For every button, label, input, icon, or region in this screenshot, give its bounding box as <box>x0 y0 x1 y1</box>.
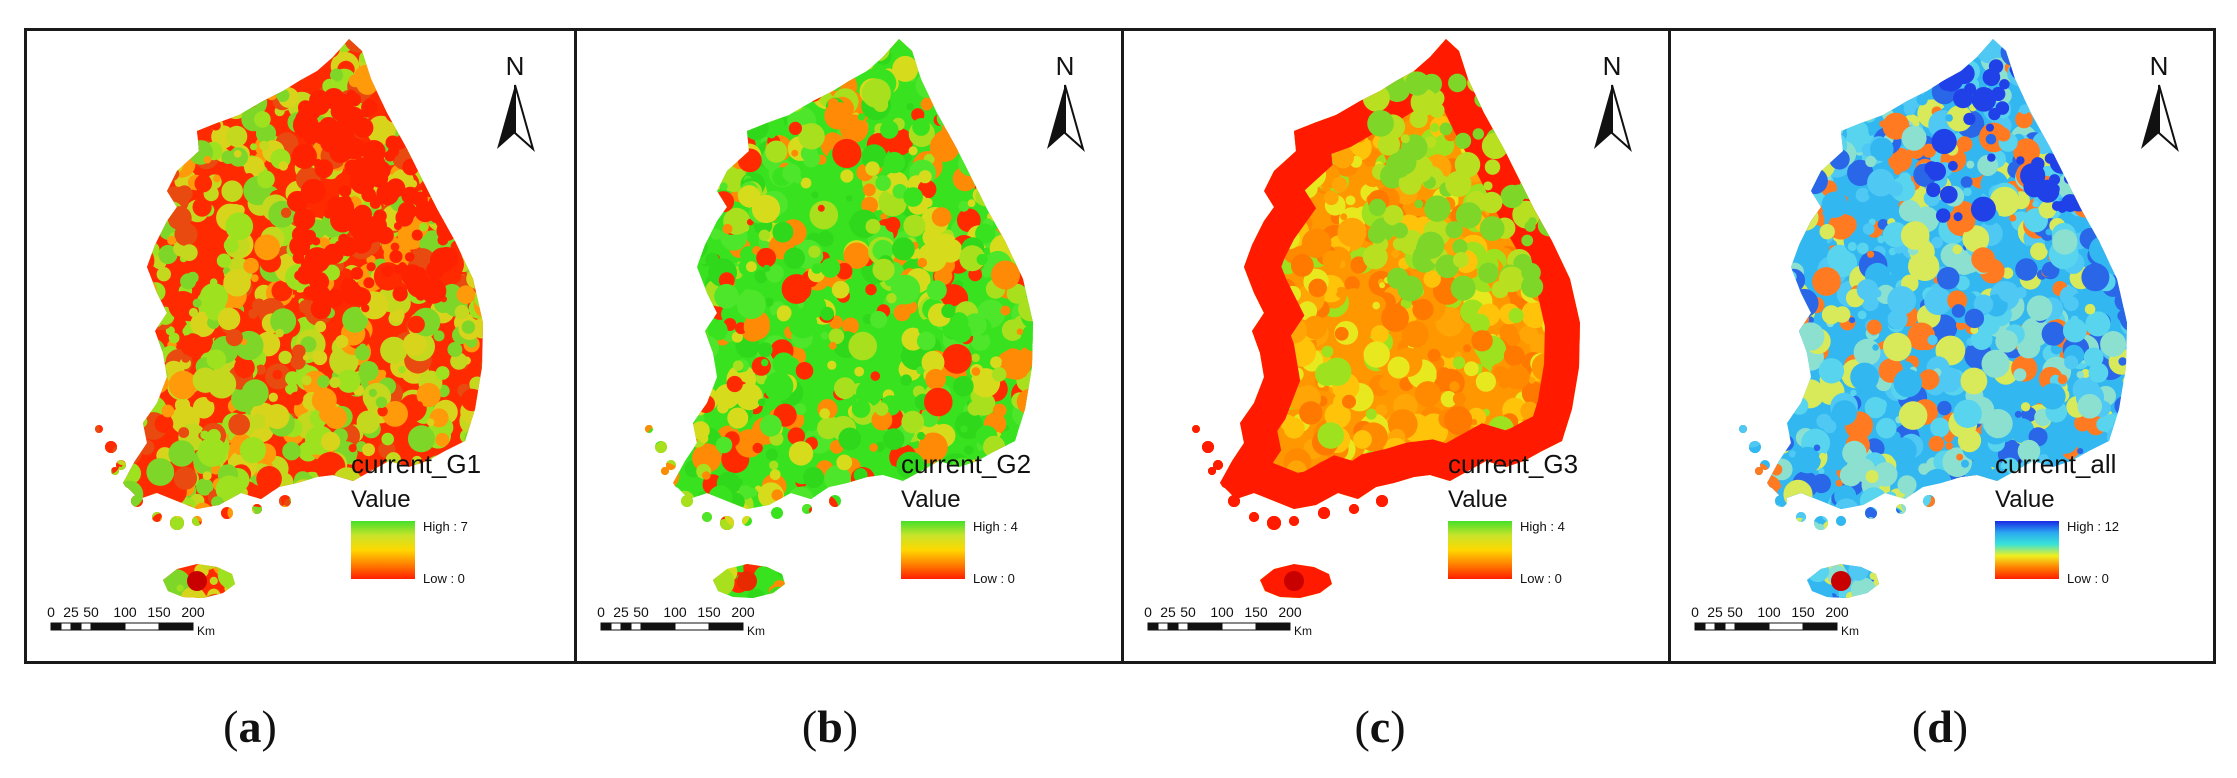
suitability-raster <box>1739 39 2127 598</box>
north-label: N <box>1056 51 1075 81</box>
panel-letter: c <box>1369 701 1391 752</box>
scale-tick-label: 200 <box>731 604 755 620</box>
scale-tick-label: 150 <box>697 604 721 620</box>
panel-letter: a <box>238 701 262 752</box>
north-arrow-icon: N <box>2141 51 2179 153</box>
north-label: N <box>1603 51 1622 81</box>
scale-unit: Km <box>1294 624 1312 638</box>
suitability-raster <box>95 39 483 598</box>
low-label: Low : 0 <box>1520 571 1562 586</box>
scale-tick-label: 0 <box>1144 604 1152 620</box>
suitability-raster <box>1192 39 1580 598</box>
scale-tick-label: 0 <box>47 604 55 620</box>
scale-tick-label: 150 <box>1244 604 1268 620</box>
scale-unit: Km <box>1841 624 1859 638</box>
scale-bar: 0 25 50 100 150 200 Km <box>597 604 765 638</box>
legend: current_G3 Value High : 4 Low : 0 <box>1448 449 1578 586</box>
layer-name: current_all <box>1995 449 2116 479</box>
scale-tick-label: 25 <box>1707 604 1723 620</box>
low-label: Low : 0 <box>973 571 1015 586</box>
legend-title: Value <box>1448 486 1508 513</box>
legend-title: Value <box>1995 486 2055 513</box>
scale-tick-label: 25 <box>1160 604 1176 620</box>
north-label: N <box>2150 51 2169 81</box>
scale-tick-label: 100 <box>1210 604 1234 620</box>
color-ramp <box>351 521 415 579</box>
high-label: High : 7 <box>423 519 468 534</box>
high-label: High : 4 <box>973 519 1018 534</box>
low-label: Low : 0 <box>2067 571 2109 586</box>
scale-tick-label: 50 <box>633 604 649 620</box>
scale-bar: 0 25 50 100 150 200 Km <box>47 604 215 638</box>
scale-tick-label: 25 <box>63 604 79 620</box>
color-ramp <box>901 521 965 579</box>
suitability-raster <box>645 39 1033 598</box>
low-label: Low : 0 <box>423 571 465 586</box>
legend-title: Value <box>351 486 411 513</box>
color-ramp <box>1995 521 2059 579</box>
scale-tick-label: 50 <box>1180 604 1196 620</box>
panel-caption: (d) <box>1911 701 1969 752</box>
scale-tick-label: 200 <box>1278 604 1302 620</box>
scale-unit: Km <box>197 624 215 638</box>
scale-tick-label: 100 <box>1757 604 1781 620</box>
legend: current_all Value High : 12 Low : 0 <box>1995 449 2119 586</box>
panel-caption: (b) <box>801 701 859 752</box>
scale-tick-label: 0 <box>597 604 605 620</box>
color-ramp <box>1448 521 1512 579</box>
scale-tick-label: 0 <box>1691 604 1699 620</box>
scale-tick-label: 150 <box>1791 604 1815 620</box>
panel-caption: (a) <box>223 701 277 752</box>
scale-tick-label: 100 <box>113 604 137 620</box>
legend-title: Value <box>901 486 961 513</box>
scale-tick-label: 100 <box>663 604 687 620</box>
high-label: High : 4 <box>1520 519 1565 534</box>
legend: current_G1 Value High : 7 Low : 0 <box>351 449 481 586</box>
north-arrow-icon: N <box>1594 51 1632 153</box>
scale-tick-label: 200 <box>1825 604 1849 620</box>
panel-letter: b <box>817 701 843 752</box>
north-label: N <box>506 51 525 81</box>
scale-tick-label: 200 <box>181 604 205 620</box>
panel-letter: d <box>1927 701 1953 752</box>
layer-name: current_G1 <box>351 449 481 479</box>
scale-unit: Km <box>747 624 765 638</box>
layer-name: current_G3 <box>1448 449 1578 479</box>
high-label: High : 12 <box>2067 519 2119 534</box>
layer-name: current_G2 <box>901 449 1031 479</box>
north-arrow-icon: N <box>497 51 535 153</box>
scale-bar: 0 25 50 100 150 200 Km <box>1691 604 1859 638</box>
scale-tick-label: 25 <box>613 604 629 620</box>
scale-tick-label: 150 <box>147 604 171 620</box>
scale-tick-label: 50 <box>1727 604 1743 620</box>
panel-caption: (c) <box>1354 701 1406 752</box>
scale-tick-label: 50 <box>83 604 99 620</box>
legend: current_G2 Value High : 4 Low : 0 <box>901 449 1031 586</box>
scale-bar: 0 25 50 100 150 200 Km <box>1144 604 1312 638</box>
north-arrow-icon: N <box>1047 51 1085 153</box>
